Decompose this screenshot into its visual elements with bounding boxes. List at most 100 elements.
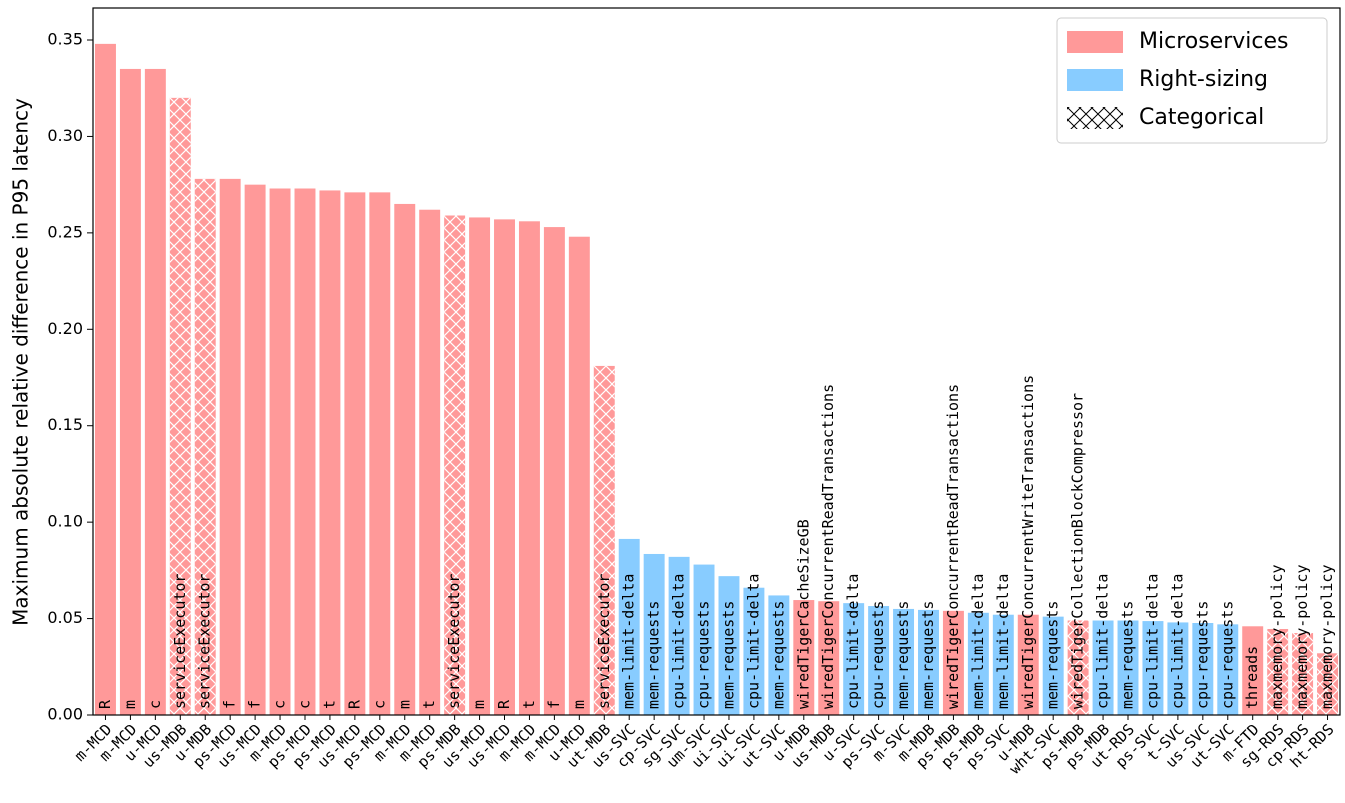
legend-label: Categorical <box>1139 105 1264 130</box>
bar-label: maxmemory-policy <box>1268 565 1286 710</box>
bar <box>768 595 790 715</box>
bar-hatch <box>1317 653 1339 715</box>
bar-label: mem-limit-delta <box>620 574 638 709</box>
y-tick-label: 0.05 <box>47 608 83 627</box>
legend-label: Microservices <box>1139 29 1288 54</box>
bar-hatch <box>1267 628 1289 715</box>
bar <box>244 184 266 716</box>
bar-label: cpu-limit-delta <box>670 574 688 709</box>
y-tick-label: 0.10 <box>47 512 83 531</box>
bar-label: cpu-requests <box>695 601 713 709</box>
bar-label: threads <box>1243 646 1261 709</box>
bar <box>119 68 141 715</box>
bar-label: mem-requests <box>894 601 912 709</box>
bar <box>1092 620 1114 715</box>
bar-label: m <box>470 700 488 709</box>
bar-label: mem-requests <box>645 601 663 709</box>
bar-label: f <box>545 700 563 709</box>
bar-label: serviceExecutor <box>196 574 214 709</box>
bar-label: t <box>320 700 338 709</box>
bar <box>1192 623 1214 715</box>
bar <box>618 538 640 715</box>
bar-label: R <box>96 699 114 709</box>
bar <box>219 178 241 715</box>
bar-label: c <box>295 700 313 709</box>
bar-label: m <box>121 700 139 709</box>
bar-label: f <box>221 700 239 709</box>
bar-label: wiredTigerConcurrentWriteTransactions <box>1019 375 1037 709</box>
y-axis-label: Maximum absolute relative difference in … <box>9 98 33 626</box>
bar-label: serviceExecutor <box>445 574 463 709</box>
bar-hatch <box>444 215 466 716</box>
bar <box>1017 614 1039 715</box>
bar-label: wiredTigerConcurrentReadTransactions <box>819 384 837 709</box>
bar <box>394 203 416 715</box>
bar <box>494 219 515 715</box>
bar-label: cpu-limit-delta <box>744 574 762 709</box>
bar-hatch <box>194 178 216 715</box>
legend-label: Right-sizing <box>1139 67 1268 92</box>
bar-label: mem-requests <box>1044 601 1062 709</box>
bar <box>94 43 116 715</box>
legend-swatch <box>1067 31 1123 53</box>
bar-label: mem-limit-delta <box>969 574 987 709</box>
bar-label: m <box>570 700 588 709</box>
bar-label: maxmemory-policy <box>1293 565 1311 710</box>
bar-hatch <box>169 97 191 715</box>
bar-label: cpu-limit-delta <box>1094 574 1112 709</box>
y-tick-label: 0.00 <box>47 705 83 724</box>
bar-label: c <box>370 700 388 709</box>
bar <box>568 236 590 716</box>
bar <box>668 556 690 715</box>
bar <box>1242 626 1264 715</box>
bar-hatch <box>1067 620 1089 715</box>
bar <box>144 68 166 715</box>
legend-box <box>1056 17 1328 144</box>
plot-frame <box>92 7 1341 716</box>
bar <box>1042 616 1064 715</box>
bar <box>718 576 740 715</box>
bar-label: cpu-requests <box>1218 601 1236 709</box>
bar <box>992 614 1014 715</box>
bar <box>1167 622 1189 715</box>
bar <box>294 188 316 716</box>
bar-hatch <box>1292 633 1314 715</box>
bar-label: mem-requests <box>1119 601 1137 709</box>
bar <box>469 217 491 715</box>
bar-label: wiredTigerCollectionBlockCompressor <box>1069 393 1087 709</box>
bar <box>793 600 815 715</box>
y-tick-label: 0.35 <box>47 30 83 49</box>
y-tick-label: 0.20 <box>47 319 83 338</box>
bar-label: t <box>420 700 438 709</box>
bar <box>893 608 915 715</box>
bar-label: R <box>345 699 363 709</box>
bar-label: f <box>246 700 264 709</box>
bar <box>419 209 441 716</box>
bar-label: R <box>495 699 513 709</box>
bar-label: cpu-limit-delta <box>1168 574 1186 709</box>
bar <box>743 587 765 715</box>
bar-label: mem-limit-delta <box>994 574 1012 709</box>
y-tick-label: 0.25 <box>47 222 83 241</box>
bar <box>543 227 565 715</box>
bar-label: wiredTigerCacheSizeGB <box>794 519 812 709</box>
y-tick-label: 0.15 <box>47 415 83 434</box>
bar <box>319 190 341 716</box>
legend-swatch <box>1067 69 1123 91</box>
bar <box>693 564 715 715</box>
bar-label: cpu-requests <box>1193 601 1211 709</box>
bar <box>369 192 391 716</box>
bar-label: cpu-limit-delta <box>844 574 862 709</box>
bar <box>942 610 964 715</box>
bar-label: cpu-requests <box>869 601 887 709</box>
bar-label: mem-requests <box>719 601 737 709</box>
bar-hatch <box>593 365 615 715</box>
legend-swatch <box>1067 107 1123 129</box>
bar <box>518 221 540 715</box>
bar <box>843 603 865 715</box>
bar <box>344 192 366 716</box>
bar <box>1142 621 1164 715</box>
bar-label: wiredTigerConcurrentReadTransactions <box>944 384 962 709</box>
bar <box>1117 620 1139 715</box>
